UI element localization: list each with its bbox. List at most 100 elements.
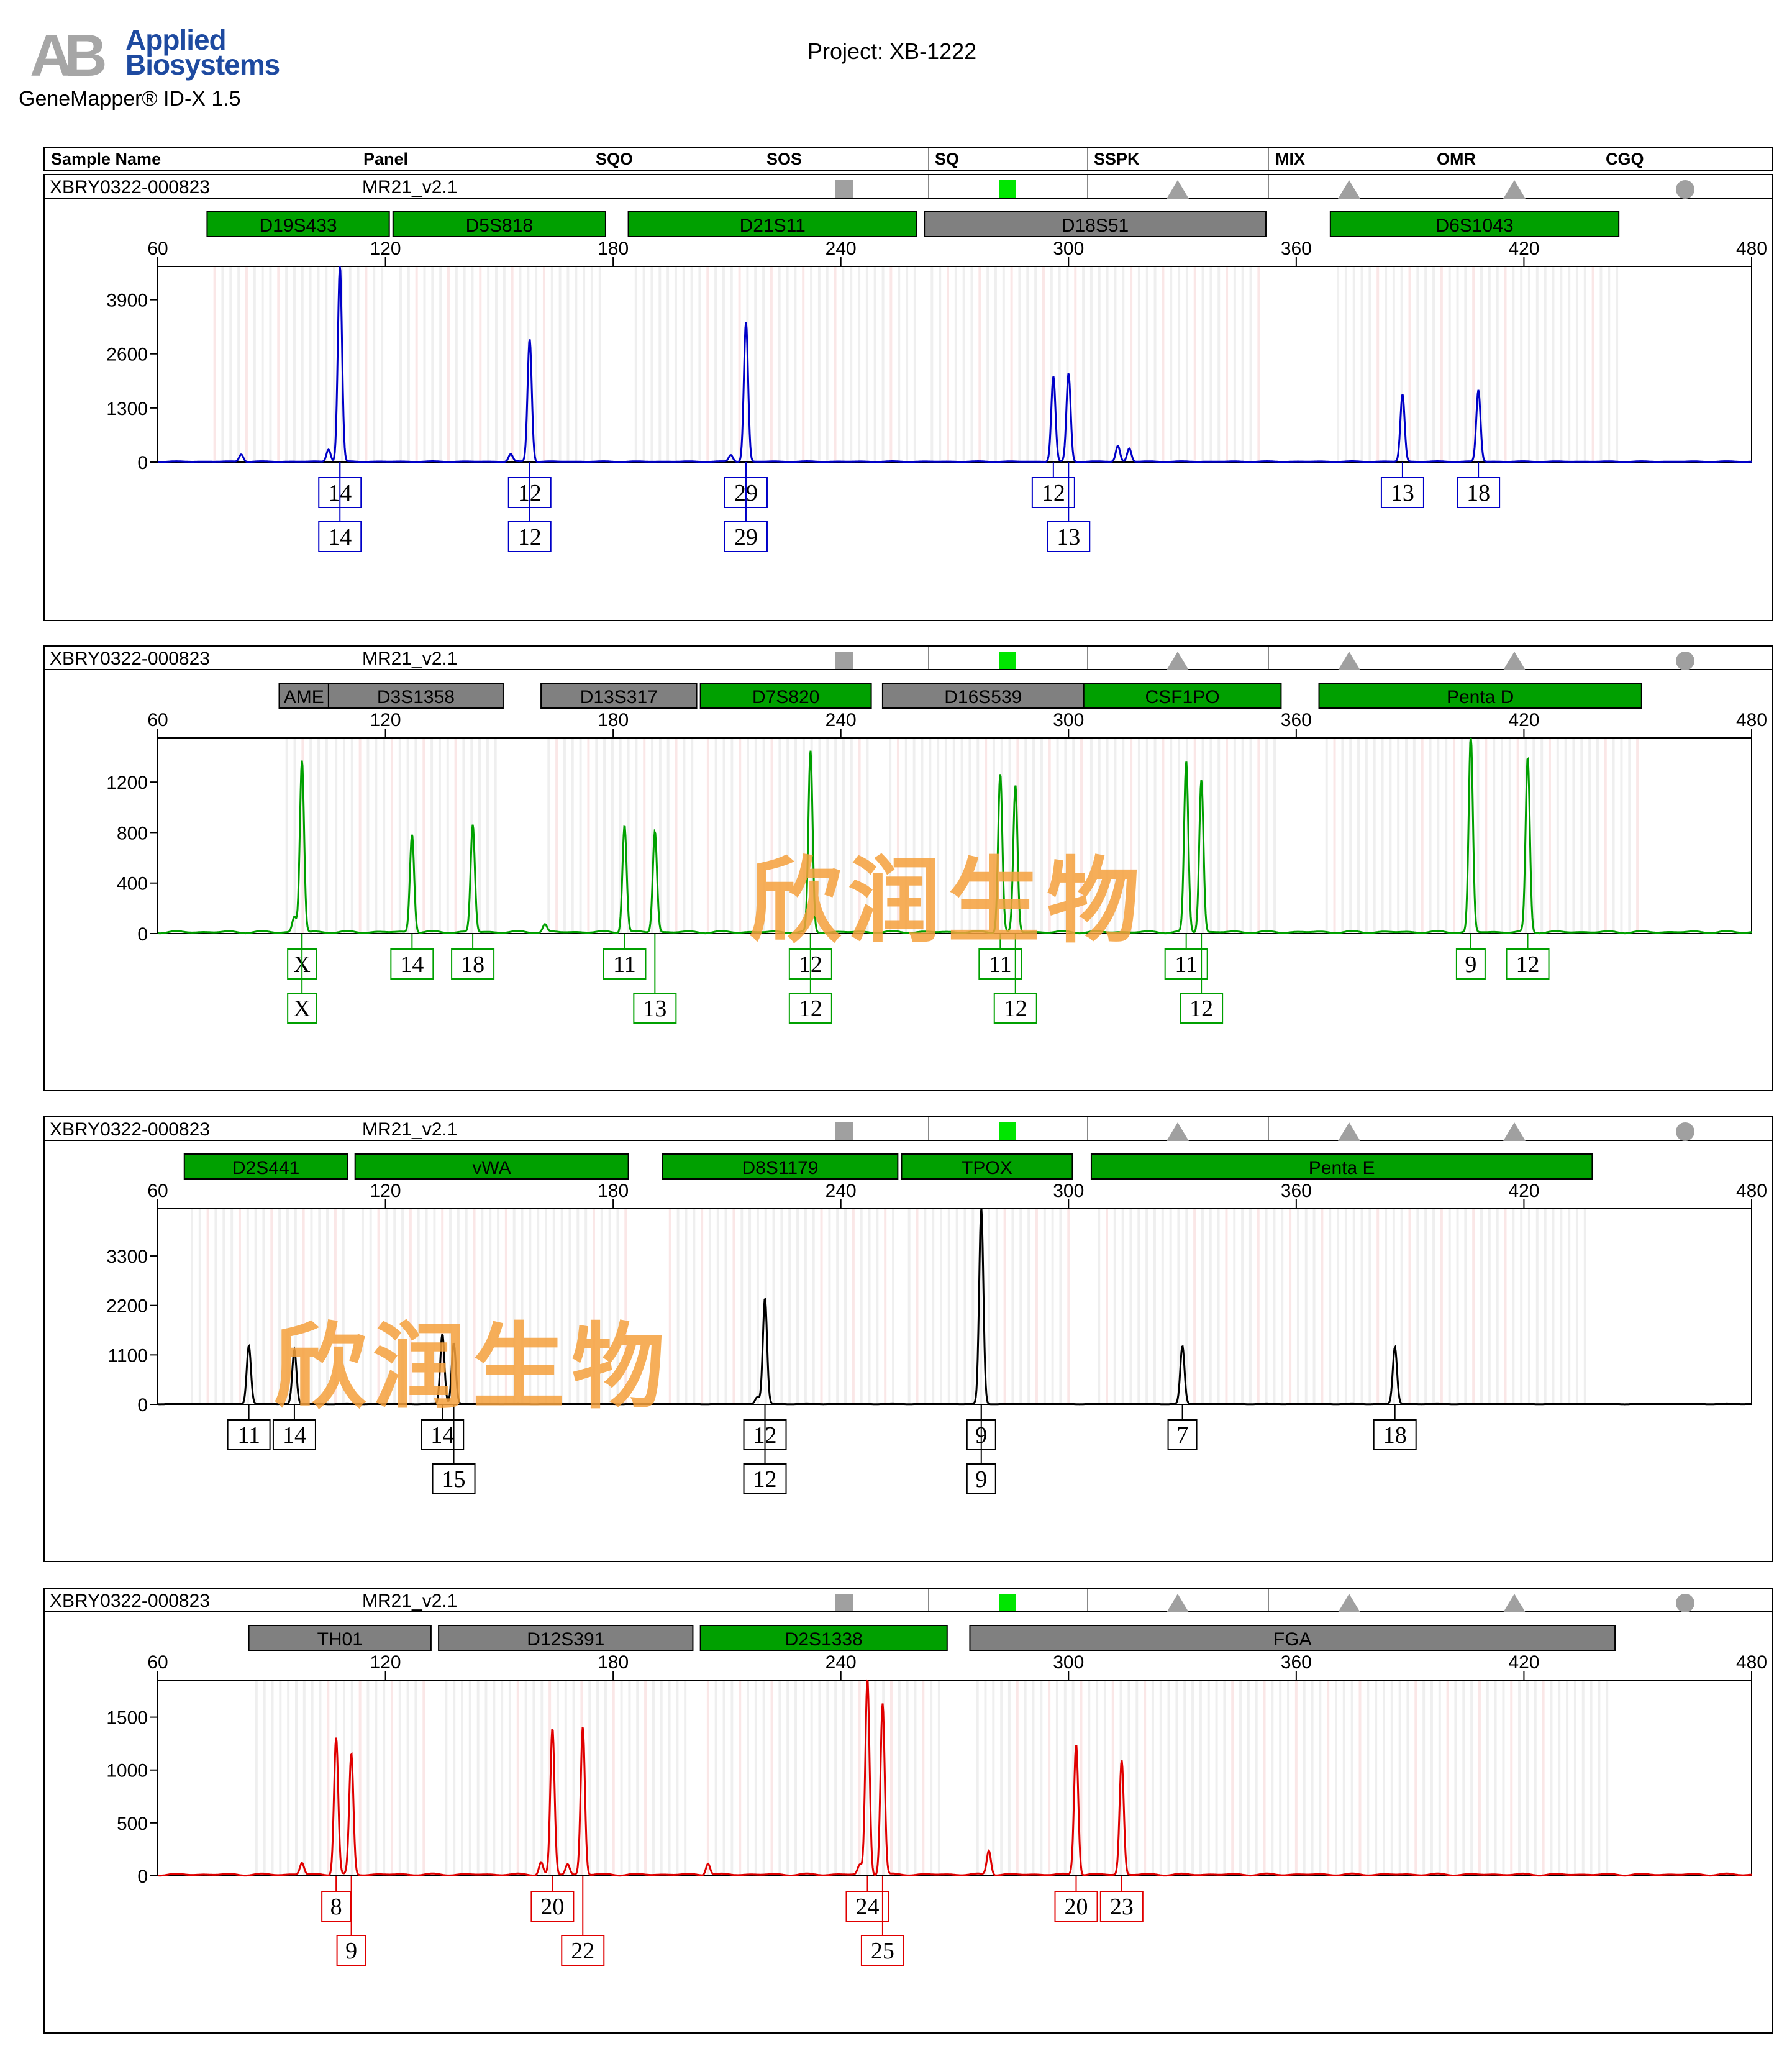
- quality-cell: [1268, 1117, 1430, 1140]
- allele-call[interactable]: 18: [451, 934, 495, 980]
- x-tick-label: 180: [598, 1652, 629, 1673]
- allele-call[interactable]: 8: [321, 1876, 352, 1922]
- allele-call[interactable]: 11: [227, 1404, 271, 1450]
- allele-label: 14: [283, 1422, 306, 1448]
- marker-label: D21S11: [740, 216, 806, 236]
- marker-penta-d[interactable]: Penta D: [1318, 683, 1642, 709]
- marker-fga[interactable]: FGA: [969, 1625, 1616, 1651]
- quality-cell: [1599, 175, 1772, 198]
- allele-call[interactable]: 22: [561, 1876, 605, 1966]
- warning-triangle-icon: [1503, 180, 1526, 199]
- marker-d18s51[interactable]: D18S51: [924, 211, 1267, 237]
- applied-biosystems-logo: AB: [30, 27, 113, 89]
- marker-d8s1179[interactable]: D8S1179: [662, 1153, 899, 1180]
- warning-triangle-icon: [1338, 1594, 1360, 1612]
- allele-call[interactable]: 12: [1180, 934, 1224, 1024]
- allele-call[interactable]: 9: [1455, 934, 1486, 980]
- x-tick-label: 120: [370, 239, 401, 259]
- pass-square-icon: [999, 1122, 1016, 1140]
- quality-cell: [760, 1589, 928, 1611]
- allele-call[interactable]: 12: [1506, 934, 1550, 980]
- allele-call[interactable]: 13: [1380, 462, 1424, 508]
- sample-name: XBRY0322-000823: [50, 648, 210, 669]
- svg-text:AB: AB: [30, 27, 104, 89]
- quality-cell: [928, 647, 1087, 669]
- marker-penta-e[interactable]: Penta E: [1090, 1153, 1593, 1180]
- y-tick-label: 3900: [106, 291, 148, 311]
- marker-d2s441[interactable]: D2S441: [183, 1153, 348, 1180]
- marker-d7s820[interactable]: D7S820: [699, 683, 872, 709]
- allele-call[interactable]: 20: [1054, 1876, 1098, 1922]
- y-tick-label: 0: [137, 453, 148, 473]
- allele-call[interactable]: 13: [633, 934, 677, 1024]
- allele-label: 9: [345, 1938, 357, 1964]
- sample-row[interactable]: XBRY0322-000823 MR21_v2.1: [45, 1589, 1772, 1612]
- allele-call[interactable]: 9: [966, 1404, 996, 1494]
- marker-d5s818[interactable]: D5S818: [392, 211, 606, 237]
- allele-label: 7: [1176, 1422, 1188, 1448]
- allele-label: 20: [1065, 1894, 1088, 1920]
- marker-csf1po[interactable]: CSF1PO: [1083, 683, 1282, 709]
- y-tick-label: 0: [137, 1866, 148, 1887]
- allele-call[interactable]: 13: [1047, 462, 1091, 552]
- allele-call[interactable]: 18: [1457, 462, 1501, 508]
- allele-call[interactable]: 14: [390, 934, 434, 980]
- allele-call[interactable]: 23: [1099, 1876, 1144, 1922]
- y-tick-label: 400: [117, 874, 148, 894]
- allele-call[interactable]: 20: [530, 1876, 575, 1922]
- allele-call[interactable]: 12: [507, 462, 552, 552]
- allele-call[interactable]: 18: [1373, 1404, 1417, 1450]
- allele-call[interactable]: 7: [1167, 1404, 1198, 1450]
- marker-vwa[interactable]: vWA: [354, 1153, 629, 1180]
- marker-th01[interactable]: TH01: [248, 1625, 432, 1651]
- quality-cell: [589, 1117, 760, 1140]
- marker-label: D7S820: [752, 687, 819, 707]
- allele-call[interactable]: 12: [788, 934, 832, 1024]
- marker-d6s1043[interactable]: D6S1043: [1329, 211, 1620, 237]
- allele-call[interactable]: 15: [432, 1404, 476, 1494]
- quality-cell: [1268, 1589, 1430, 1611]
- marker-d12s391[interactable]: D12S391: [438, 1625, 694, 1651]
- quality-cell: [1430, 647, 1599, 669]
- marker-ame[interactable]: AME: [278, 683, 329, 709]
- allele-call[interactable]: 9: [336, 1876, 366, 1966]
- allele-call[interactable]: 12: [1031, 462, 1075, 508]
- sample-row[interactable]: XBRY0322-000823 MR21_v2.1: [45, 647, 1772, 670]
- allele-call[interactable]: 12: [743, 1404, 787, 1494]
- allele-call[interactable]: 14: [318, 462, 362, 552]
- watermark-1: 欣润生物: [748, 848, 1147, 956]
- allele-call[interactable]: 29: [724, 462, 768, 552]
- sample-row[interactable]: XBRY0322-000823 MR21_v2.1: [45, 175, 1772, 199]
- marker-tpox[interactable]: TPOX: [901, 1153, 1073, 1180]
- allele-call[interactable]: 14: [421, 1404, 465, 1450]
- allele-call[interactable]: X: [287, 934, 317, 1024]
- y-tick-label: 0: [137, 1395, 148, 1416]
- allele-call[interactable]: 11: [978, 934, 1022, 980]
- marker-d16s539[interactable]: D16S539: [881, 683, 1085, 709]
- project-title: Project: XB-1222: [807, 39, 977, 64]
- allele-call[interactable]: 11: [603, 934, 647, 980]
- allele-call[interactable]: 14: [272, 1404, 316, 1450]
- allele-call[interactable]: 12: [993, 934, 1037, 1024]
- marker-d2s1338[interactable]: D2S1338: [699, 1625, 948, 1651]
- neutral-square-icon: [835, 1122, 853, 1140]
- sample-row[interactable]: XBRY0322-000823 MR21_v2.1: [45, 1117, 1772, 1141]
- marker-d21s11[interactable]: D21S11: [627, 211, 917, 237]
- x-tick-label: 360: [1281, 239, 1312, 259]
- x-tick-label: 480: [1736, 1181, 1767, 1201]
- marker-d3s1358[interactable]: D3S1358: [327, 683, 504, 709]
- electropherogram-svg: D2S441 vWA D8S1179 TPOX Penta E60 120 180 240 30…: [106, 1153, 1767, 1494]
- allele-call[interactable]: 11: [1164, 934, 1208, 980]
- x-tick-label: 180: [598, 1181, 629, 1201]
- header-table: Sample Name Panel SQO SOS SQ SSPK MIX OM…: [43, 147, 1773, 171]
- allele-label: 11: [1175, 952, 1198, 978]
- allele-call[interactable]: 25: [860, 1876, 904, 1966]
- marker-d19s433[interactable]: D19S433: [206, 211, 390, 237]
- marker-label: D19S433: [259, 216, 337, 236]
- panel-name: MR21_v2.1: [357, 175, 589, 198]
- pass-square-icon: [999, 1594, 1016, 1611]
- marker-d13s317[interactable]: D13S317: [540, 683, 698, 709]
- allele-call[interactable]: 24: [845, 1876, 889, 1922]
- x-tick-label: 420: [1508, 239, 1539, 259]
